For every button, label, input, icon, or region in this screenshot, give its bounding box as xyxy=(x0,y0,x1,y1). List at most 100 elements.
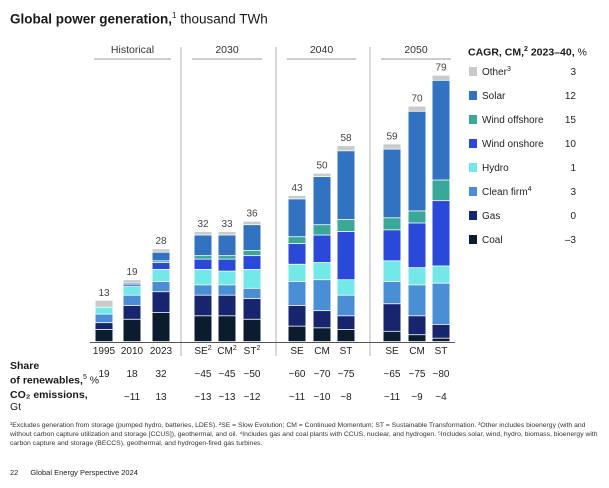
category-tick-label: ST2 xyxy=(244,345,261,357)
co2-emissions-value: ~9 xyxy=(411,392,423,403)
bar-segment-clean-firm xyxy=(218,285,236,295)
legend-cagr-value: 12 xyxy=(565,91,577,102)
bar-segment-wind-offshore xyxy=(243,250,261,256)
legend-cagr-value: 3 xyxy=(570,67,576,78)
bar-segment-wind-offshore xyxy=(218,256,236,259)
bar-segment-other xyxy=(337,146,355,151)
legend-title: CAGR, CM,2 2023–40, % xyxy=(468,46,587,59)
bar-segment-solar xyxy=(194,235,212,256)
bar-segment-gas xyxy=(123,305,141,319)
legend-label: Solar xyxy=(482,91,506,102)
bar-total-label: 70 xyxy=(411,94,423,105)
bar-segment-hydro xyxy=(408,268,426,285)
co2-emissions-value: ~11 xyxy=(124,392,141,403)
bar-total-label: 33 xyxy=(221,219,233,230)
chart-title-main: Global power generation, xyxy=(10,11,173,27)
renewables-share-value: ~60 xyxy=(289,369,306,380)
bar-segment-wind-onshore xyxy=(288,244,306,264)
category-tick-label: 2023 xyxy=(150,346,173,357)
bar-segment-coal xyxy=(313,328,331,342)
bar-segment-gas xyxy=(243,299,261,319)
category-tick-label: SE2 xyxy=(194,345,211,357)
renewables-share-value: 18 xyxy=(126,369,138,380)
bar-segment-solar xyxy=(313,177,331,225)
bar-segment-solar xyxy=(243,225,261,251)
bar-total-label: 13 xyxy=(98,288,110,299)
group-label: 2040 xyxy=(310,44,334,56)
bar-segment-gas xyxy=(408,316,426,335)
category-tick-label: CM2 xyxy=(217,345,237,357)
group-label: Historical xyxy=(111,44,154,56)
legend-label: Wind offshore xyxy=(482,115,544,126)
renewables-share-value: 19 xyxy=(98,369,110,380)
bar-segment-clean-firm xyxy=(432,283,450,325)
legend-swatch xyxy=(469,235,477,244)
bar-segment-solar xyxy=(432,80,450,180)
bar-segment-other xyxy=(95,300,113,307)
renewables-share-value: ~45 xyxy=(219,369,236,380)
legend-cagr-value: 15 xyxy=(565,115,577,126)
bar-segment-other xyxy=(408,106,426,111)
bar-segment-gas xyxy=(383,304,401,331)
bar-segment-solar xyxy=(218,235,236,256)
group-label: 2050 xyxy=(404,44,428,56)
category-tick-label: ST xyxy=(435,346,448,357)
bar-segment-solar xyxy=(123,283,141,285)
legend-cagr-value: 1 xyxy=(570,163,576,174)
page-footer: 22 Global Energy Perspective 2024 xyxy=(10,468,138,477)
bar-segment-gas xyxy=(432,324,450,338)
bar-segment-coal xyxy=(194,316,212,342)
bar-segment-hydro xyxy=(95,307,113,314)
bar-segment-wind-offshore xyxy=(313,225,331,235)
category-tick-label: ST xyxy=(340,346,353,357)
bar-segment-solar xyxy=(408,111,426,211)
category-tick-label: CM xyxy=(409,346,425,357)
bar-segment-other xyxy=(243,221,261,225)
bar-segment-clean-firm xyxy=(123,295,141,306)
bar-segment-coal xyxy=(243,319,261,342)
bar-segment-solar xyxy=(152,252,170,261)
co2-emissions-value: ~13 xyxy=(195,392,212,403)
legend-cagr-value: –3 xyxy=(565,235,577,246)
co2-emissions-value: ~11 xyxy=(384,392,401,403)
category-tick-label: SE xyxy=(290,346,304,357)
bar-segment-gas xyxy=(194,295,212,316)
bar-segment-clean-firm xyxy=(152,281,170,292)
bar-segment-wind-offshore xyxy=(408,211,426,223)
legend-label: Other3 xyxy=(482,66,511,78)
legend-label: Coal xyxy=(482,235,503,246)
bar-segment-coal xyxy=(337,329,355,342)
bar-segment-gas xyxy=(337,316,355,330)
bar-segment-gas xyxy=(218,295,236,316)
publication-name: Global Energy Perspective 2024 xyxy=(30,468,138,477)
co2-emissions-value: ~12 xyxy=(244,392,261,403)
bar-segment-wind-offshore xyxy=(194,256,212,259)
bar-segment-hydro xyxy=(194,269,212,285)
bar-segment-hydro xyxy=(432,266,450,283)
bar-segment-coal xyxy=(123,319,141,342)
co2-emissions-value: ~4 xyxy=(435,392,447,403)
bar-total-label: 19 xyxy=(126,267,138,278)
legend-label: Wind onshore xyxy=(482,139,544,150)
bar-segment-clean-firm xyxy=(383,281,401,304)
bar-segment-clean-firm xyxy=(95,314,113,323)
bar-segment-hydro xyxy=(123,287,141,295)
bar-segment-coal xyxy=(218,316,236,342)
bar-segment-other xyxy=(383,144,401,149)
category-tick-label: CM xyxy=(314,346,330,357)
legend-swatch xyxy=(469,211,477,220)
legend-label: Clean firm4 xyxy=(482,186,532,198)
chart-title-sup: 1 xyxy=(172,11,177,20)
renewables-share-value: ~50 xyxy=(244,369,261,380)
legend-cagr-value: 3 xyxy=(570,187,576,198)
bar-segment-wind-onshore xyxy=(313,235,331,263)
bar-segment-clean-firm xyxy=(243,288,261,299)
bar-segment-hydro xyxy=(313,262,331,280)
bar-segment-wind-offshore xyxy=(337,219,355,232)
bar-segment-wind-offshore xyxy=(288,237,306,244)
co2-emissions-value: 13 xyxy=(155,392,167,403)
legend-cagr-value: 10 xyxy=(565,139,577,150)
bar-segment-coal xyxy=(95,329,113,342)
bar-segment-hydro xyxy=(288,264,306,282)
legend-label: Hydro xyxy=(482,163,509,174)
